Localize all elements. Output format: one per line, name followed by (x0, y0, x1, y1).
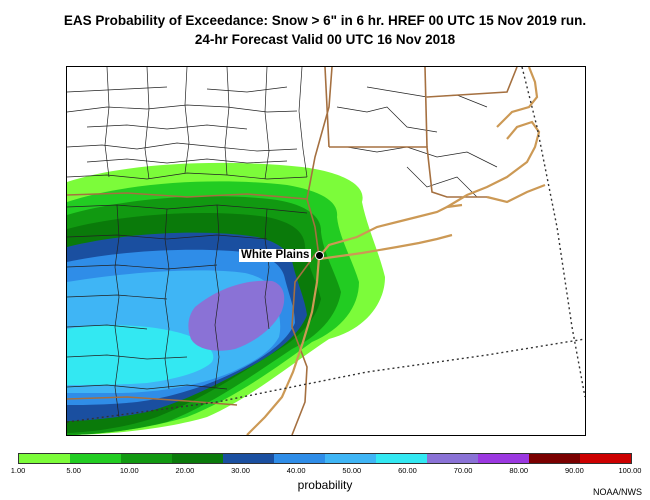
city-label: White Plains (239, 249, 312, 262)
colorbar-segment (325, 454, 376, 463)
colorbar-tick-label: 40.00 (286, 466, 306, 475)
map-title: EAS Probability of Exceedance: Snow > 6"… (63, 13, 587, 28)
colorbar-segment (529, 454, 580, 463)
colorbar-tick-label: 80.00 (509, 466, 529, 475)
colorbar-label: probability (297, 478, 353, 492)
colorbar-tick-label: 70.00 (453, 466, 473, 475)
colorbar-tick-label: 100.00 (618, 466, 642, 475)
colorbar-tick-label: 20.00 (175, 466, 195, 475)
prob-zone-70 (188, 280, 285, 351)
colorbar-tick-label: 5.00 (66, 466, 81, 475)
colorbar-tick-label: 60.00 (398, 466, 417, 475)
graticule (67, 67, 585, 423)
colorbar-tick-label: 10.00 (119, 466, 139, 475)
colorbar-segment (478, 454, 529, 463)
colorbar (18, 453, 632, 464)
colorbar-segment (274, 454, 325, 463)
colorbar-segment (121, 454, 172, 463)
colorbar-segment (172, 454, 223, 463)
map-graphic (67, 67, 585, 435)
colorbar-tick-label: 1.00 (10, 466, 26, 475)
city-marker-icon (315, 251, 324, 260)
colorbar-tick-label: 30.00 (231, 466, 250, 475)
colorbar-segment (580, 454, 631, 463)
colorbar-segment (223, 454, 274, 463)
colorbar-segment (19, 454, 70, 463)
colorbar-segment (427, 454, 478, 463)
map-subtitle: 24-hr Forecast Valid 00 UTC 16 Nov 2018 (194, 32, 456, 47)
coastline (246, 67, 546, 435)
colorbar-tick-label: 50.00 (342, 466, 362, 475)
probability-map: White Plains (66, 66, 586, 436)
colorbar-segment (70, 454, 121, 463)
colorbar-tick-label: 90.00 (564, 466, 584, 475)
credit-text: NOAA/NWS (592, 487, 642, 497)
prob-zone-60 (67, 325, 214, 385)
colorbar-segment (376, 454, 427, 463)
